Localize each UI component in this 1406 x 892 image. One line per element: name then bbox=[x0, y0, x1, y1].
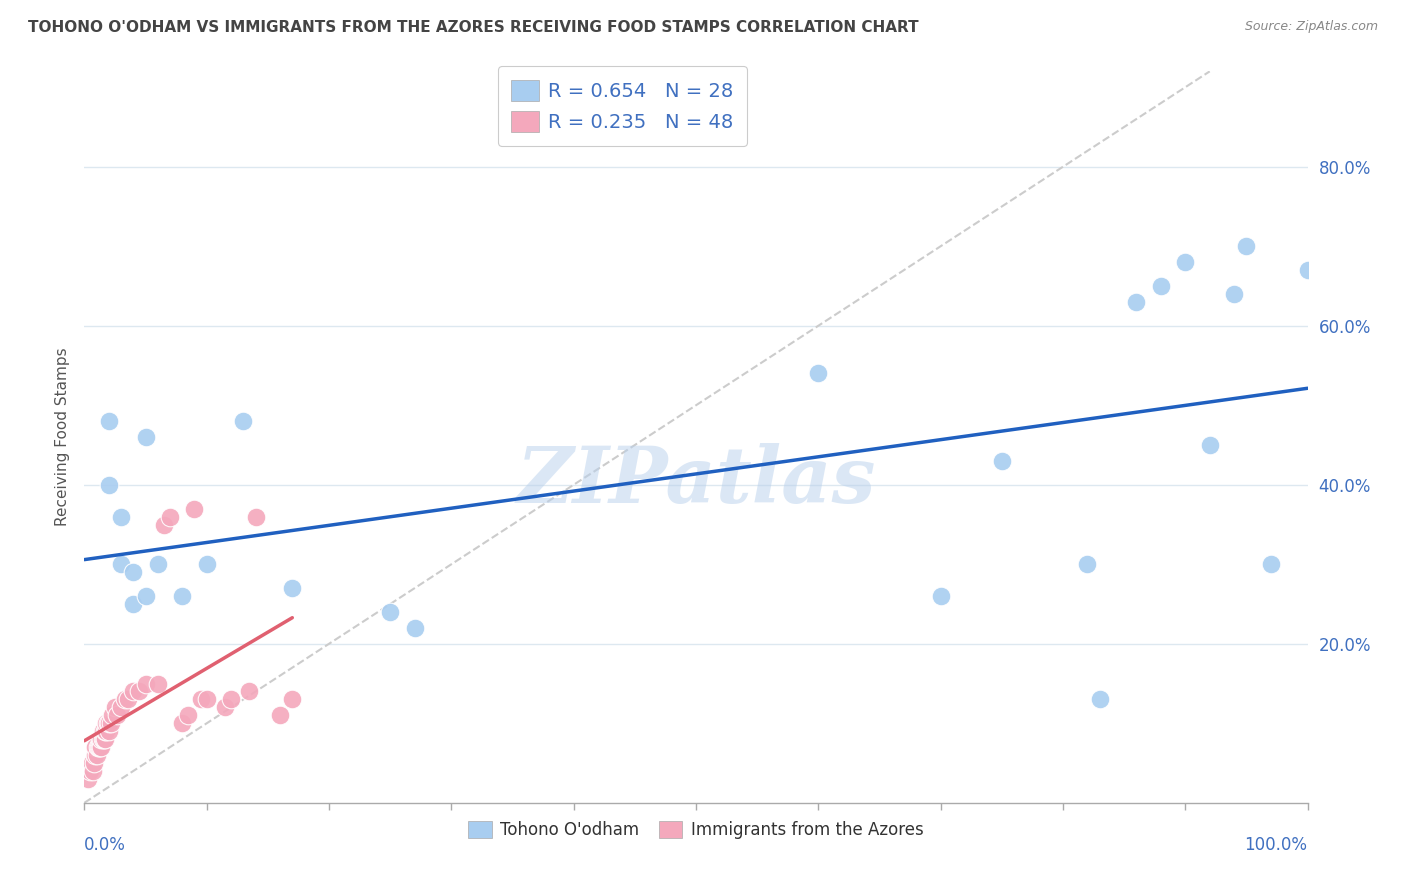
Point bbox=[807, 367, 830, 381]
Text: Source: ZipAtlas.com: Source: ZipAtlas.com bbox=[1244, 20, 1378, 33]
Point bbox=[1260, 558, 1282, 572]
Point bbox=[380, 605, 402, 619]
Point bbox=[90, 740, 112, 755]
Point bbox=[97, 724, 120, 739]
Point bbox=[87, 740, 110, 755]
Point bbox=[110, 700, 132, 714]
Point bbox=[91, 724, 114, 739]
Point bbox=[1198, 438, 1220, 452]
Point bbox=[79, 764, 101, 778]
Point bbox=[114, 692, 136, 706]
Point bbox=[1088, 692, 1111, 706]
Point bbox=[94, 724, 117, 739]
Point bbox=[86, 748, 108, 763]
Point bbox=[96, 716, 118, 731]
Point bbox=[87, 740, 110, 755]
Point bbox=[214, 700, 236, 714]
Point bbox=[172, 716, 194, 731]
Point bbox=[104, 700, 127, 714]
Point bbox=[1174, 255, 1197, 269]
Point bbox=[146, 558, 169, 572]
Point bbox=[281, 692, 304, 706]
Point bbox=[122, 597, 145, 611]
Point bbox=[172, 589, 194, 603]
Point bbox=[83, 756, 105, 770]
Point bbox=[89, 732, 111, 747]
Point bbox=[195, 692, 218, 706]
Point bbox=[1223, 287, 1246, 301]
Point bbox=[97, 716, 120, 731]
Point bbox=[219, 692, 242, 706]
Point bbox=[281, 581, 304, 595]
Point bbox=[122, 566, 145, 580]
Point bbox=[1236, 239, 1258, 253]
Point bbox=[177, 708, 200, 723]
Point bbox=[77, 772, 100, 786]
Point bbox=[117, 692, 139, 706]
Point bbox=[97, 716, 120, 731]
Point bbox=[122, 684, 145, 698]
Text: 0.0%: 0.0% bbox=[84, 836, 127, 854]
Point bbox=[135, 676, 157, 690]
Point bbox=[245, 509, 267, 524]
Point bbox=[159, 509, 181, 524]
Point bbox=[1076, 558, 1098, 572]
Point bbox=[1150, 279, 1173, 293]
Point bbox=[153, 517, 176, 532]
Point bbox=[128, 684, 150, 698]
Point bbox=[91, 732, 114, 747]
Point bbox=[84, 748, 107, 763]
Point bbox=[89, 740, 111, 755]
Point bbox=[1296, 263, 1319, 277]
Point bbox=[96, 724, 118, 739]
Point bbox=[101, 708, 124, 723]
Point bbox=[183, 501, 205, 516]
Y-axis label: Receiving Food Stamps: Receiving Food Stamps bbox=[55, 348, 70, 526]
Point bbox=[238, 684, 260, 698]
Legend: Tohono O'odham, Immigrants from the Azores: Tohono O'odham, Immigrants from the Azor… bbox=[461, 814, 931, 846]
Point bbox=[84, 740, 107, 755]
Point bbox=[190, 692, 212, 706]
Point bbox=[1125, 294, 1147, 309]
Point bbox=[80, 756, 103, 770]
Point bbox=[146, 676, 169, 690]
Point bbox=[135, 589, 157, 603]
Point bbox=[105, 708, 128, 723]
Point bbox=[100, 716, 122, 731]
Point bbox=[110, 509, 132, 524]
Point bbox=[97, 414, 120, 428]
Point bbox=[195, 558, 218, 572]
Point bbox=[232, 414, 254, 428]
Text: TOHONO O'ODHAM VS IMMIGRANTS FROM THE AZORES RECEIVING FOOD STAMPS CORRELATION C: TOHONO O'ODHAM VS IMMIGRANTS FROM THE AZ… bbox=[28, 20, 918, 35]
Point bbox=[97, 477, 120, 491]
Point bbox=[135, 430, 157, 444]
Point bbox=[269, 708, 291, 723]
Point bbox=[94, 732, 117, 747]
Point bbox=[929, 589, 952, 603]
Text: ZIPatlas: ZIPatlas bbox=[516, 442, 876, 519]
Point bbox=[404, 621, 426, 635]
Point bbox=[90, 732, 112, 747]
Point bbox=[82, 764, 104, 778]
Point bbox=[991, 454, 1014, 468]
Point bbox=[110, 558, 132, 572]
Text: 100.0%: 100.0% bbox=[1244, 836, 1308, 854]
Point bbox=[93, 732, 115, 747]
